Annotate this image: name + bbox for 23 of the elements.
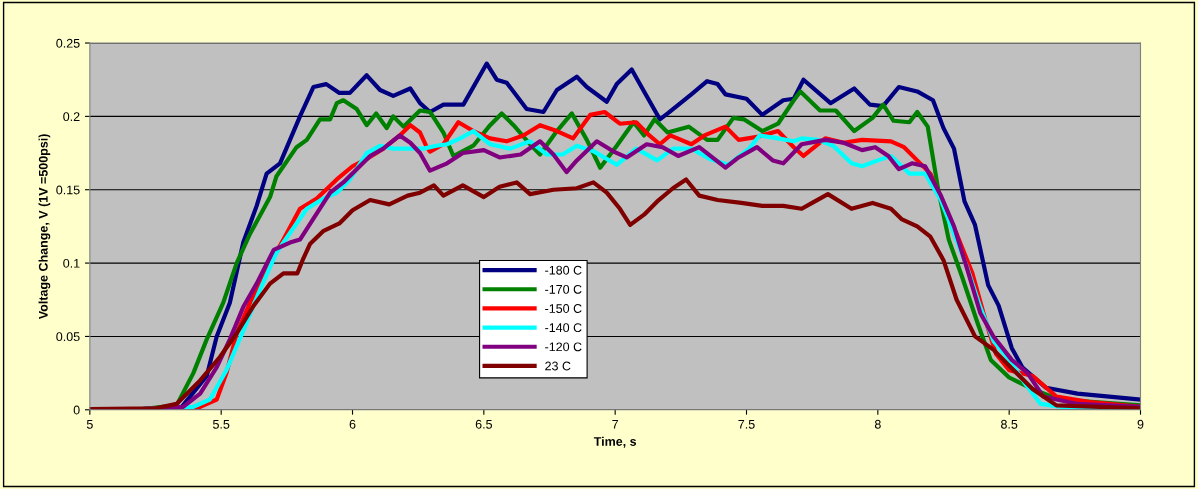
x-tick-label: 9 (1137, 419, 1144, 429)
y-tick-label: 0.15 (56, 185, 80, 195)
y-axis-title: Voltage Change, V (1V =500psi) (38, 134, 51, 320)
legend-label: -180 C (545, 265, 582, 275)
x-tick-label: 7 (612, 419, 619, 429)
legend-label: 23 C (545, 361, 571, 371)
x-tick-label: 6 (349, 419, 356, 429)
x-tick-label: 8.5 (1001, 419, 1018, 429)
x-axis-title: Time, s (593, 436, 637, 448)
x-tick-label: 8 (874, 419, 881, 429)
y-tick-label: 0.2 (63, 112, 80, 122)
x-tick-label: 5 (86, 419, 93, 429)
legend-label: -170 C (545, 284, 582, 294)
legend-label: -140 C (545, 323, 582, 333)
y-tick-label: 0.05 (56, 332, 80, 342)
x-tick-label: 6.5 (475, 419, 493, 429)
y-tick-label: 0 (73, 405, 80, 415)
legend-label: -150 C (545, 304, 582, 313)
x-tick-label: 5.5 (212, 419, 230, 429)
y-tick-label: 0.1 (63, 258, 80, 268)
legend-label: -120 C (545, 342, 582, 352)
x-tick-label: 7.5 (738, 419, 755, 429)
y-tick-label: 0.25 (56, 38, 80, 48)
